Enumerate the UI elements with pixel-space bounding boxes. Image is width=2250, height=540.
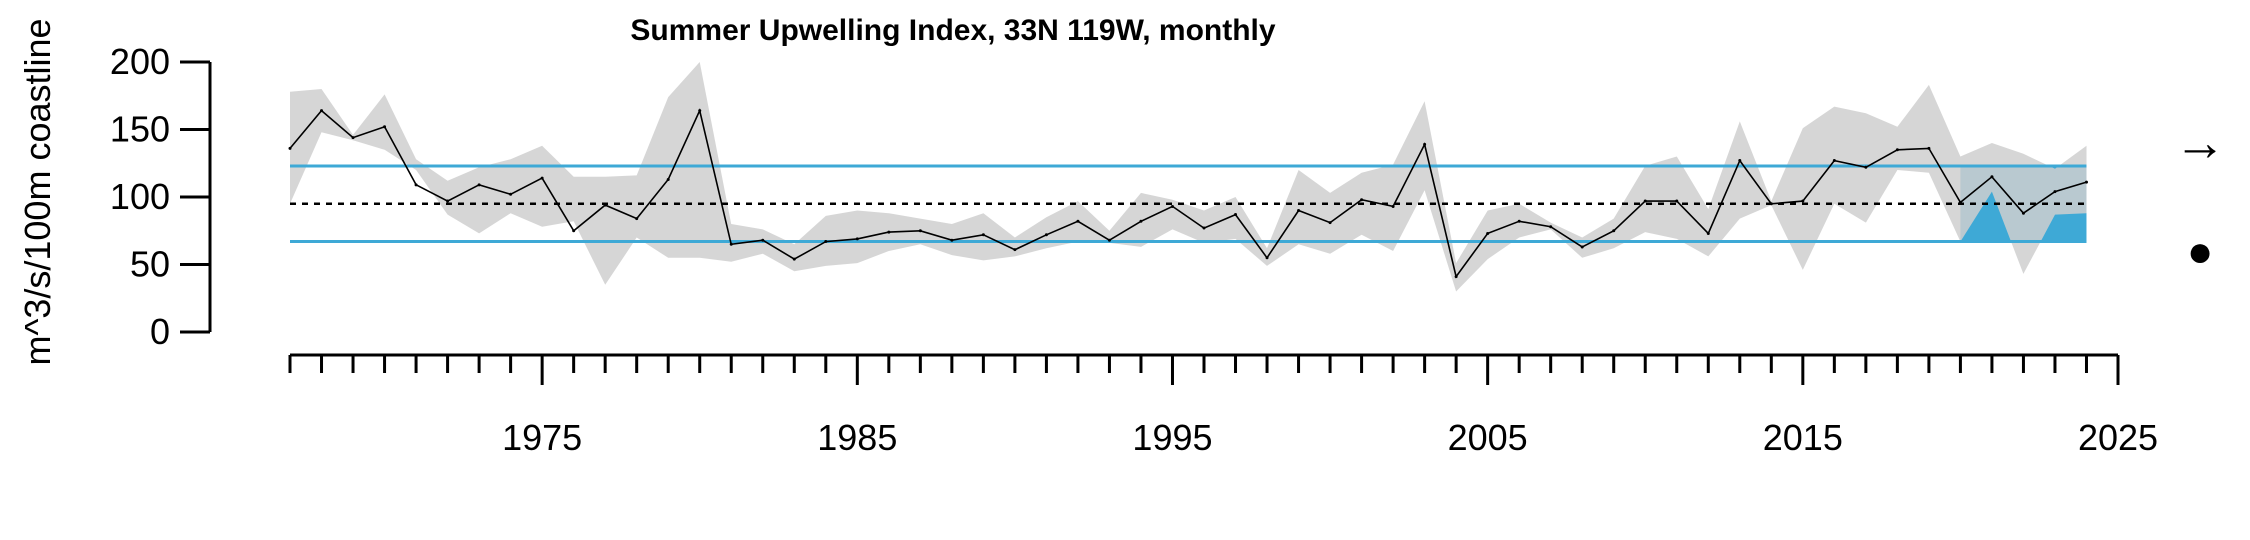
- data-point: [1769, 202, 1773, 206]
- data-point: [1013, 248, 1017, 252]
- data-point: [2053, 190, 2057, 194]
- data-point: [509, 192, 513, 196]
- data-point: [572, 229, 576, 233]
- data-point: [666, 177, 670, 181]
- data-point: [1202, 226, 1206, 230]
- data-point: [1864, 165, 1868, 169]
- data-point: [855, 237, 859, 241]
- y-tick-label: 50: [130, 244, 170, 285]
- data-point: [698, 109, 702, 113]
- y-tick-label: 0: [150, 311, 170, 352]
- data-point: [1170, 204, 1174, 208]
- data-point: [1549, 225, 1553, 229]
- data-point: [1706, 231, 1710, 235]
- data-point: [1832, 159, 1836, 163]
- y-tick-label: 150: [110, 109, 170, 150]
- data-point: [918, 229, 922, 233]
- data-point: [1958, 200, 1962, 204]
- data-point: [603, 203, 607, 207]
- y-axis-label: m^3/s/100m coastline: [17, 18, 58, 365]
- data-point: [540, 176, 544, 180]
- data-point: [981, 233, 985, 237]
- data-point: [1234, 213, 1238, 217]
- data-point: [1675, 199, 1679, 203]
- data-point: [1391, 204, 1395, 208]
- data-point: [1801, 199, 1805, 203]
- data-point: [1454, 275, 1458, 279]
- trend-arrow-icon: →: [2174, 114, 2226, 172]
- chart-title: Summer Upwelling Index, 33N 119W, monthl…: [630, 14, 1275, 47]
- error-band: [290, 62, 2087, 292]
- data-point: [1044, 233, 1048, 237]
- data-point: [635, 217, 639, 221]
- data-point: [1107, 238, 1111, 242]
- data-point: [1328, 221, 1332, 225]
- data-point: [1990, 175, 1994, 179]
- data-point: [288, 146, 292, 150]
- data-point: [2021, 211, 2025, 215]
- data-point: [1643, 199, 1647, 203]
- data-point: [320, 109, 324, 113]
- x-tick-label: 2005: [1448, 417, 1528, 458]
- x-tick-label: 1975: [502, 417, 582, 458]
- data-point: [477, 183, 481, 187]
- x-tick-label: 2015: [1763, 417, 1843, 458]
- data-point: [1265, 256, 1269, 260]
- x-tick-label: 1985: [817, 417, 897, 458]
- data-point: [1612, 229, 1616, 233]
- data-point: [1076, 219, 1080, 223]
- data-point: [1580, 245, 1584, 249]
- x-tick-label: 1995: [1132, 417, 1212, 458]
- x-axis: 1975 1985 1995 2005 2015 2025: [288, 353, 2158, 458]
- data-point: [1738, 159, 1742, 163]
- data-point: [824, 240, 828, 244]
- series-line: [289, 108, 2087, 279]
- data-point: [1360, 198, 1364, 202]
- data-point: [414, 183, 418, 187]
- data-point: [729, 242, 733, 246]
- y-axis: 0 50 100 150 200: [110, 41, 212, 352]
- data-point: [1895, 148, 1899, 152]
- data-point: [383, 125, 387, 129]
- data-point: [1517, 219, 1521, 223]
- data-point: [1486, 231, 1490, 235]
- data-point: [1927, 146, 1931, 150]
- data-point: [792, 257, 796, 261]
- status-dot-icon: ●: [2187, 227, 2214, 276]
- data-point: [446, 199, 450, 203]
- x-tick-label: 2025: [2078, 417, 2158, 458]
- y-tick-label: 100: [110, 176, 170, 217]
- data-point: [2084, 180, 2088, 184]
- data-point: [1423, 142, 1427, 146]
- data-point: [1139, 219, 1143, 223]
- data-point: [351, 136, 355, 140]
- data-point: [950, 238, 954, 242]
- data-points: [288, 109, 2088, 279]
- data-point: [1297, 209, 1301, 212]
- data-point: [887, 230, 891, 234]
- y-tick-label: 200: [110, 41, 170, 82]
- data-point: [761, 238, 765, 242]
